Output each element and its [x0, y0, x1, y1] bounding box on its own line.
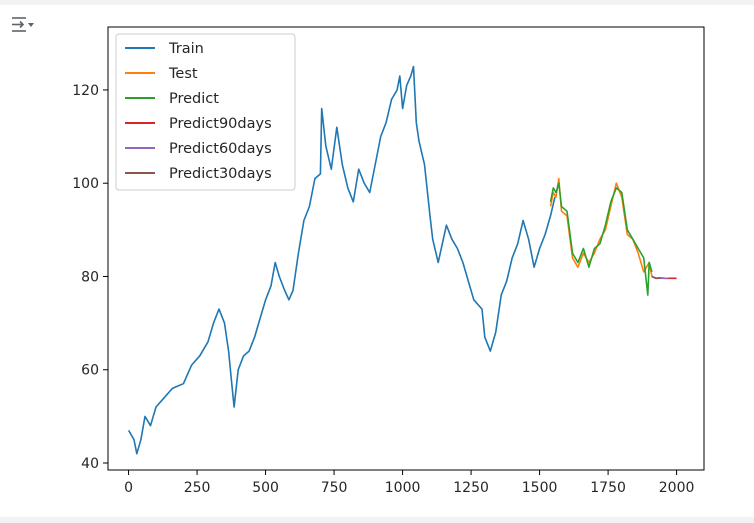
y-tick-label: 60 — [81, 363, 99, 379]
y-tick-label: 40 — [81, 456, 99, 472]
top-border-strip — [0, 0, 754, 5]
x-tick-label: 2000 — [659, 480, 695, 496]
x-tick-label: 250 — [184, 480, 211, 496]
y-axis: 40 60 80 100 120 — [72, 83, 108, 472]
series-layer — [127, 65, 677, 455]
legend-label: Predict30days — [169, 166, 272, 182]
y-tick-label: 100 — [72, 176, 99, 192]
series-line-predict — [549, 182, 653, 296]
legend-label: Train — [168, 41, 204, 57]
x-tick-label: 1750 — [590, 480, 626, 496]
legend-label: Predict60days — [169, 141, 272, 157]
y-tick-label: 120 — [72, 83, 99, 99]
series-line-predict30days — [651, 275, 661, 280]
x-tick-label: 1250 — [453, 480, 489, 496]
legend-label: Test — [168, 66, 198, 82]
output-collapse-icon[interactable] — [10, 14, 36, 36]
x-tick-label: 1000 — [385, 480, 421, 496]
legend: Train Test Predict Predict90days Predict60da… — [115, 33, 296, 191]
legend-label: Predict — [169, 91, 219, 107]
x-axis: 0 250 500 750 1000 1250 1500 1750 2000 — [124, 470, 694, 496]
legend-label: Predict90days — [169, 116, 272, 132]
legend-box — [115, 33, 296, 191]
x-tick-label: 750 — [321, 480, 348, 496]
series-line-train — [127, 65, 556, 455]
plot-frame — [107, 26, 705, 471]
x-tick-label: 500 — [252, 480, 279, 496]
x-tick-label: 0 — [124, 480, 133, 496]
bottom-border-strip — [0, 517, 754, 523]
x-tick-label: 1500 — [522, 480, 558, 496]
y-tick-label: 80 — [81, 269, 99, 285]
